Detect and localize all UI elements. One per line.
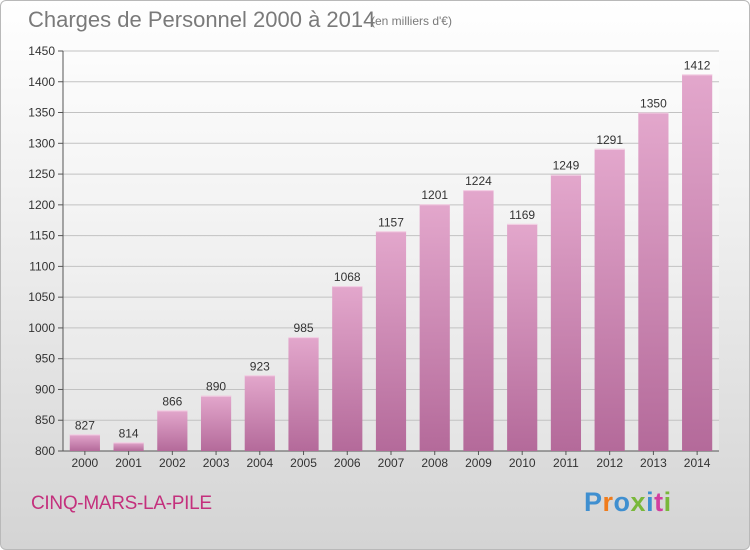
x-tick-label: 2012 [596, 456, 623, 470]
x-tick-label: 2002 [159, 456, 186, 470]
x-tick-label: 2008 [421, 456, 448, 470]
y-tick-label: 1200 [28, 198, 55, 212]
bar [550, 174, 582, 451]
bar [332, 286, 363, 451]
data-label: 1169 [509, 208, 535, 222]
x-tick-label: 2007 [378, 456, 405, 470]
logo-letter: x [630, 487, 647, 517]
logo-letter: t [654, 487, 664, 517]
y-tick-label: 1350 [28, 106, 55, 120]
x-tick-label: 2009 [465, 456, 492, 470]
bar [594, 148, 625, 451]
x-tick-label: 2000 [72, 456, 99, 470]
y-tick-label: 900 [35, 382, 55, 396]
logo-letter: i [663, 487, 672, 517]
data-label: 1249 [553, 159, 580, 173]
logo-letter: i [646, 487, 655, 517]
chart-subtitle: (en milliers d'€) [371, 14, 452, 28]
x-tick-label: 2013 [640, 456, 667, 470]
y-tick-label: 1400 [28, 75, 55, 89]
bar [113, 442, 144, 451]
data-label: 1350 [640, 97, 667, 111]
data-label: 827 [75, 418, 95, 432]
bar [375, 231, 407, 451]
y-tick-label: 1450 [28, 44, 55, 58]
data-label: 1224 [465, 174, 492, 188]
bar [244, 375, 275, 451]
proxiti-logo: Proxiti [584, 487, 672, 518]
data-label: 866 [162, 394, 182, 408]
y-tick-label: 800 [35, 444, 55, 458]
chart-title: Charges de Personnel 2000 à 2014 [28, 7, 376, 32]
y-tick-label: 850 [35, 413, 55, 427]
x-tick-label: 2001 [115, 456, 142, 470]
bar [419, 204, 450, 451]
data-label: 890 [206, 380, 226, 394]
x-tick-label: 2011 [553, 456, 579, 470]
data-label: 1412 [684, 58, 711, 72]
logo-letter: P [584, 487, 603, 517]
bar [69, 434, 100, 451]
logo-letter: o [613, 487, 631, 517]
bar [507, 223, 538, 451]
data-label: 1157 [378, 215, 404, 229]
logo-letter: r [602, 487, 614, 517]
bar [200, 395, 232, 451]
data-label: 1068 [334, 270, 361, 284]
y-tick-label: 1250 [28, 167, 55, 181]
y-tick-label: 1100 [29, 259, 55, 273]
bar [288, 337, 319, 451]
data-label: 1201 [421, 188, 448, 202]
x-tick-label: 2006 [334, 456, 361, 470]
bar [157, 410, 188, 451]
x-tick-label: 2004 [246, 456, 273, 470]
x-tick-label: 2005 [290, 456, 317, 470]
y-tick-label: 1300 [28, 136, 55, 150]
y-tick-label: 1150 [29, 229, 55, 243]
y-tick-label: 1050 [28, 290, 55, 304]
data-label: 814 [119, 426, 139, 440]
data-label: 985 [294, 321, 314, 335]
bar [463, 190, 494, 452]
x-tick-label: 2003 [203, 456, 230, 470]
y-tick-label: 1000 [28, 321, 55, 335]
bar [682, 74, 713, 451]
y-tick-label: 950 [35, 352, 55, 366]
x-tick-label: 2014 [684, 456, 711, 470]
commune-name: CINQ-MARS-LA-PILE [31, 493, 212, 514]
data-label: 1291 [596, 133, 623, 147]
x-tick-label: 2010 [509, 456, 536, 470]
data-label: 923 [250, 359, 270, 373]
bar [638, 112, 669, 452]
